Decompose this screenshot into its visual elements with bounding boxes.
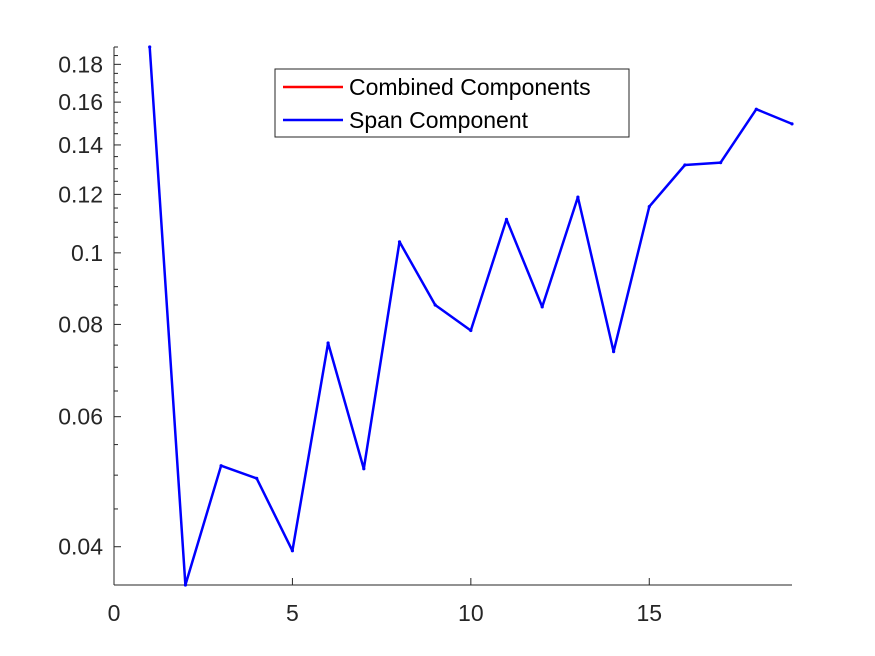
data-point — [540, 305, 544, 309]
data-point — [326, 341, 330, 345]
x-tick-label: 5 — [286, 600, 299, 626]
data-point — [290, 549, 294, 553]
y-tick-label: 0.12 — [58, 181, 103, 207]
data-point — [219, 464, 223, 468]
legend-box — [274, 68, 630, 138]
y-tick-labels: 0.04 0.06 0.08 0.1 0.12 0.14 0.16 0.18 — [58, 51, 103, 559]
tick-marks — [113, 46, 650, 585]
data-point — [183, 583, 187, 587]
data-point — [790, 122, 794, 126]
data-point — [576, 195, 580, 199]
y-tick-label: 0.06 — [58, 404, 103, 430]
y-tick-label: 0.04 — [58, 534, 103, 560]
data-point — [433, 303, 437, 307]
legend-label-combined-components: Combined Components — [349, 74, 591, 100]
y-tick-label: 0.1 — [71, 240, 103, 266]
data-point — [647, 205, 651, 209]
data-point — [148, 45, 152, 49]
x-tick-label: 10 — [458, 600, 484, 626]
legend: Combined Components Span Component — [274, 68, 630, 138]
data-point — [612, 350, 616, 354]
y-tick-label: 0.18 — [58, 51, 103, 77]
x-tick-labels: 0 5 10 15 — [108, 600, 662, 626]
y-tick-label: 0.14 — [58, 132, 103, 158]
data-point — [397, 240, 402, 244]
x-tick-label: 15 — [636, 600, 662, 626]
y-tick-label: 0.16 — [58, 89, 103, 115]
legend-label-span-component: Span Component — [349, 107, 529, 133]
data-point — [362, 467, 366, 471]
data-point — [754, 107, 758, 111]
data-point — [469, 328, 473, 333]
data-point — [504, 217, 509, 221]
data-point — [683, 163, 687, 167]
data-point — [255, 476, 259, 480]
x-tick-label: 0 — [108, 600, 121, 626]
y-tick-label: 0.08 — [58, 311, 103, 337]
axes — [113, 47, 792, 586]
plot-area — [148, 45, 794, 587]
data-point — [719, 161, 723, 165]
